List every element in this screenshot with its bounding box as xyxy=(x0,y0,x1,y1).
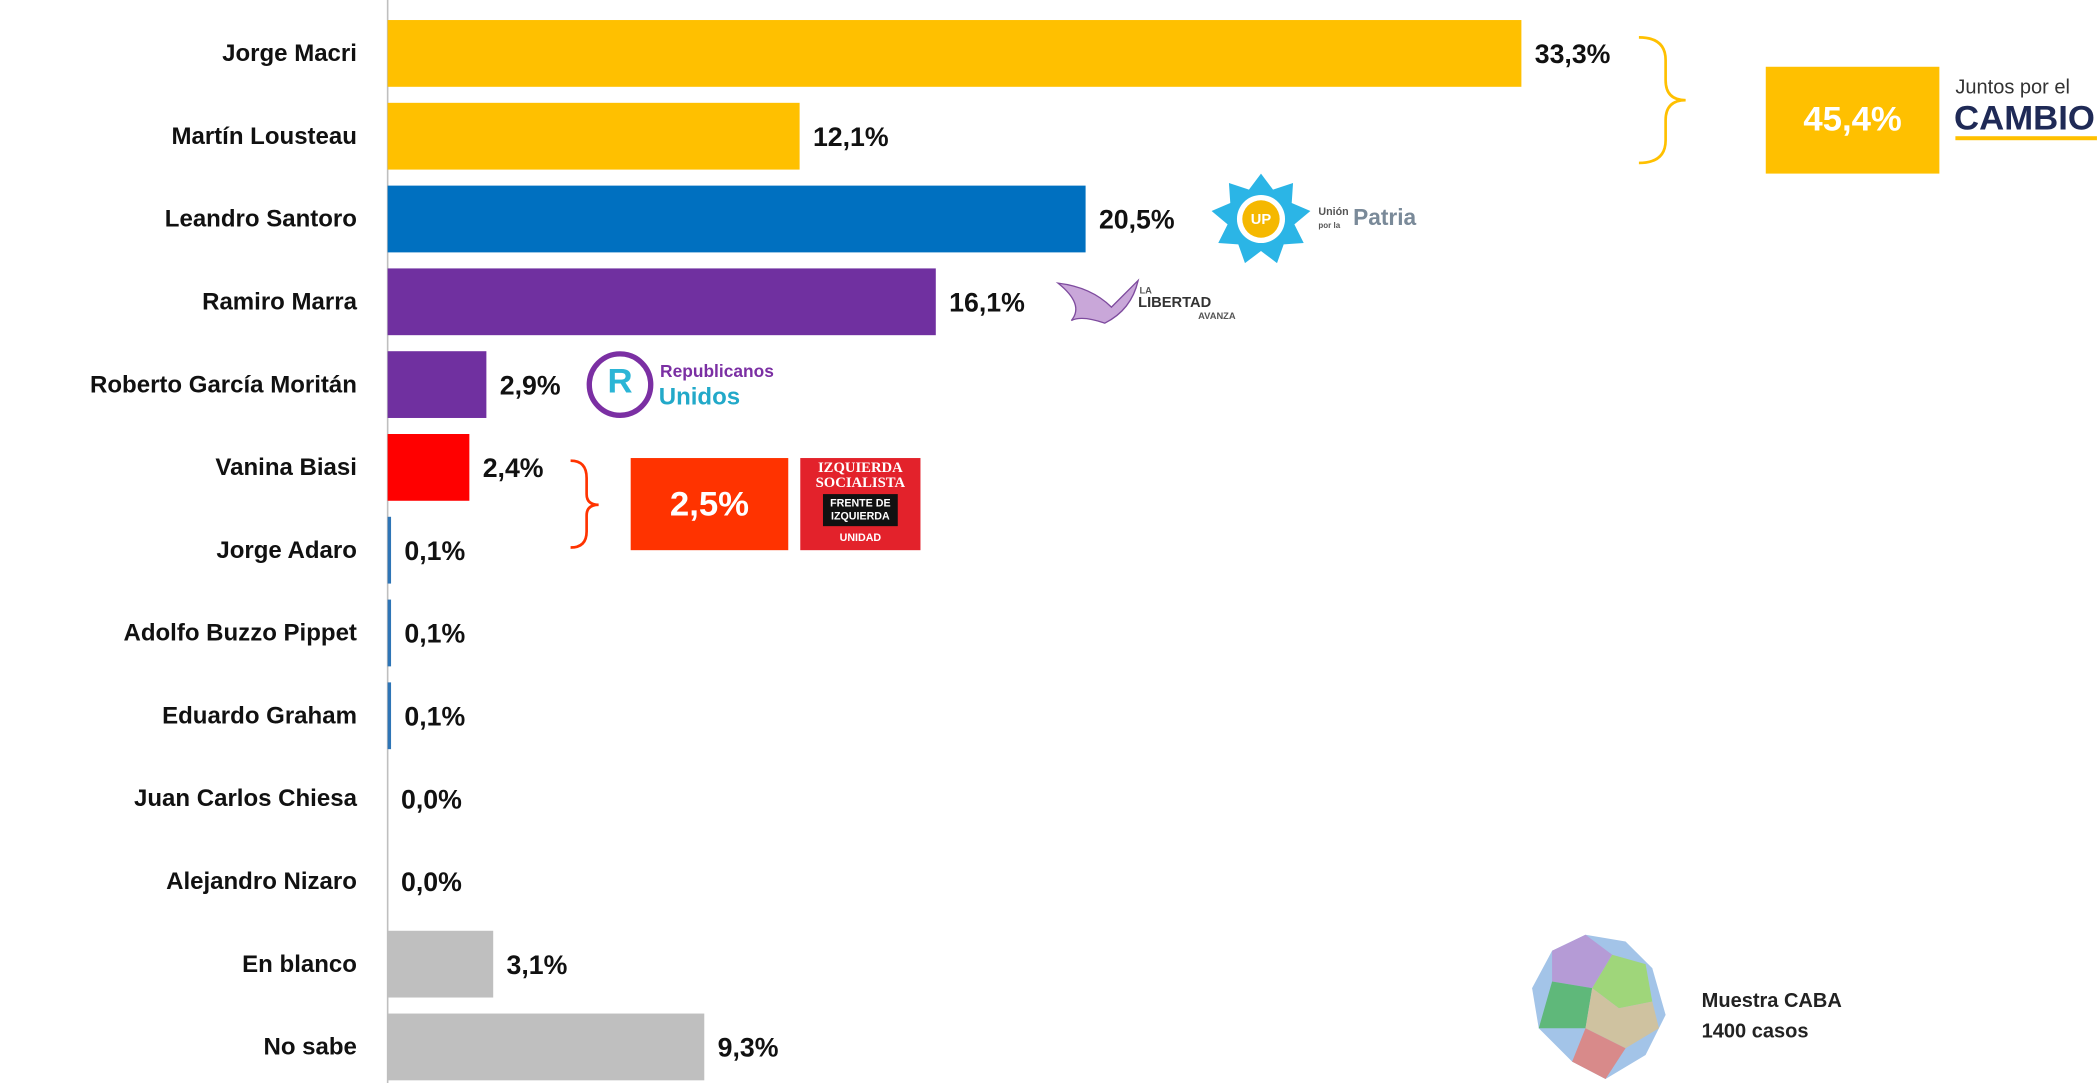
bar xyxy=(387,268,936,336)
category-label: Ramiro Marra xyxy=(202,288,357,315)
group-box xyxy=(630,458,789,551)
value-label: 2,9% xyxy=(500,370,561,400)
note: 1400 casos xyxy=(1702,1021,1809,1043)
logo-text: por la xyxy=(1318,221,1340,230)
logo-text: Patria xyxy=(1353,204,1416,230)
value-label: 0,0% xyxy=(401,784,462,814)
logo-text: R xyxy=(607,362,632,400)
bar xyxy=(387,434,470,501)
logo-text: IZQUIERDA xyxy=(818,460,903,476)
value-label: 2,4% xyxy=(483,453,544,483)
category-label: Juan Carlos Chiesa xyxy=(134,785,358,812)
logo-text: LA xyxy=(1139,286,1152,296)
bracket xyxy=(570,459,599,549)
logo-shape xyxy=(1055,278,1140,324)
bar xyxy=(387,682,392,750)
value-label: 16,1% xyxy=(949,288,1025,318)
logo-stripe xyxy=(1955,136,2097,141)
bar xyxy=(387,351,487,418)
bar xyxy=(387,599,392,667)
bar xyxy=(387,20,1522,87)
value-label: 0,1% xyxy=(404,701,465,731)
value-label: 20,5% xyxy=(1099,205,1175,235)
category-label: Eduardo Graham xyxy=(162,702,357,729)
logo-shape xyxy=(586,351,654,418)
value-label: 0,0% xyxy=(401,867,462,897)
category-label: Jorge Adaro xyxy=(216,537,357,564)
bar xyxy=(387,185,1086,253)
logo-text: SOCIALISTA xyxy=(816,475,906,491)
logo-text: UNIDAD xyxy=(840,532,882,544)
value-label: 0,1% xyxy=(404,619,465,649)
logo-shape xyxy=(822,494,898,527)
logo-text: CAMBIO xyxy=(1954,99,2095,137)
logo-text: LIBERTAD xyxy=(1138,295,1211,311)
category-label: No sabe xyxy=(263,1034,356,1061)
value-label: 3,1% xyxy=(507,950,568,980)
category-label: Roberto García Moritán xyxy=(90,371,357,398)
logo-text: UP xyxy=(1251,212,1272,228)
category-label: Alejandro Nizaro xyxy=(166,868,357,895)
category-label: Leandro Santoro xyxy=(165,206,357,233)
logo-shape xyxy=(1242,200,1280,238)
logo-text: Republicanos xyxy=(660,361,774,381)
group-box xyxy=(1765,66,1940,174)
value-label: 9,3% xyxy=(718,1033,779,1063)
logo-text: Unión xyxy=(1318,206,1348,218)
note: Muestra CABA xyxy=(1702,990,1842,1012)
bar xyxy=(387,516,392,584)
value-label: 12,1% xyxy=(813,122,889,152)
logo-text: IZQUIERDA xyxy=(831,511,890,523)
category-label: Adolfo Buzzo Pippet xyxy=(123,620,356,647)
bracket xyxy=(1638,36,1686,165)
logo-text: Juntos por el xyxy=(1955,76,2070,98)
value-label: 0,1% xyxy=(404,536,465,566)
logo-text: AVANZA xyxy=(1198,311,1236,321)
group-total: 45,4% xyxy=(1803,101,1901,139)
category-label: Jorge Macri xyxy=(222,40,357,67)
bar xyxy=(387,1013,705,1081)
logo-text: FRENTE DE xyxy=(830,497,890,509)
group-total: 2,5% xyxy=(670,485,749,523)
map xyxy=(1532,934,1666,1079)
category-label: Vanina Biasi xyxy=(215,454,356,481)
category-label: En blanco xyxy=(242,951,357,978)
logo-text: Unidos xyxy=(659,383,740,410)
category-label: Martín Lousteau xyxy=(171,123,356,150)
bar xyxy=(387,102,800,170)
bar xyxy=(387,930,494,998)
value-label: 33,3% xyxy=(1535,39,1611,69)
